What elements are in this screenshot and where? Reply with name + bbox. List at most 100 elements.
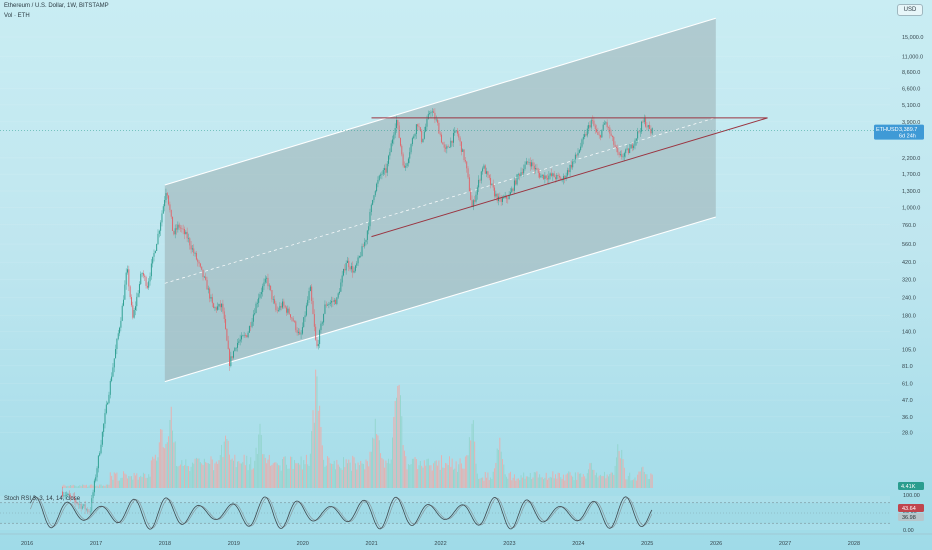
candle-body: [499, 196, 501, 199]
volume-bar: [586, 473, 588, 488]
volume-bar: [561, 478, 563, 488]
volume-bar: [535, 472, 537, 488]
candle-body: [553, 173, 555, 178]
time-axis[interactable]: 2016 2017 2018 2019 2020 2021 2022 2023 2024 2025…: [0, 533, 932, 547]
volume-bar: [639, 471, 641, 488]
candle-body: [63, 495, 65, 497]
candle-body: [494, 187, 496, 197]
volume-bar: [64, 485, 66, 488]
volume-bar: [283, 456, 285, 488]
candle-body: [235, 347, 237, 349]
candle-body: [276, 310, 278, 311]
candle-body: [536, 168, 538, 170]
candle-body: [373, 195, 375, 200]
candle-body: [414, 133, 416, 137]
candle-body: [366, 230, 368, 240]
candle-body: [637, 131, 639, 139]
candle-body: [309, 286, 311, 292]
candle-body: [341, 275, 343, 283]
volume-bar: [309, 453, 311, 488]
volume-bar: [478, 478, 480, 488]
candle-body: [573, 159, 575, 162]
candle-body: [376, 183, 378, 192]
candle-body: [299, 331, 301, 335]
volume-bar: [401, 416, 403, 488]
candle-body: [631, 144, 633, 149]
candle-body: [431, 111, 433, 113]
volume-bar: [621, 449, 623, 488]
volume-bar: [613, 474, 615, 488]
candle-body: [166, 193, 168, 196]
candle-body: [349, 267, 351, 270]
volume-bar: [441, 455, 443, 488]
candle-body: [623, 153, 625, 157]
candle-body: [356, 263, 358, 266]
candle-body: [144, 275, 146, 278]
parallel-channel[interactable]: [164, 17, 716, 383]
candle-body: [358, 256, 360, 258]
candle-body: [80, 504, 82, 509]
candle-body: [381, 174, 383, 175]
candle-body: [484, 165, 486, 174]
candle-body: [161, 213, 163, 223]
candle-body: [119, 327, 121, 334]
candle-body: [515, 180, 517, 185]
volume-bar: [142, 472, 144, 488]
candle-body: [362, 246, 364, 247]
volume-bar: [71, 485, 73, 488]
candle-body: [296, 330, 298, 333]
stoch-k-line: [30, 496, 653, 530]
candle-body: [577, 152, 579, 156]
channel-fill[interactable]: [164, 18, 716, 382]
candle-body: [441, 134, 443, 143]
candle-body: [437, 119, 439, 123]
volume-bar: [157, 457, 159, 488]
volume-bar: [350, 470, 352, 488]
channel-upper-line[interactable]: [164, 17, 716, 186]
volume-bar: [520, 475, 522, 488]
candle-body: [101, 431, 103, 445]
candle-body: [85, 508, 87, 510]
candle-body: [586, 128, 588, 136]
volume-bar: [378, 440, 380, 488]
channel-lower-line[interactable]: [164, 216, 716, 383]
candle-body: [508, 194, 510, 200]
candle-body: [409, 152, 411, 159]
candle-body: [201, 266, 203, 270]
candle-body: [218, 303, 220, 307]
volume-bar: [74, 485, 75, 488]
volume-bar: [315, 369, 317, 488]
volume-bar: [419, 461, 421, 488]
volume-bar: [96, 485, 98, 488]
stoch-d-badge: 36.98: [902, 515, 916, 521]
currency-button[interactable]: USD: [897, 4, 923, 16]
stoch-axis-0: 0.00: [903, 528, 914, 534]
candle-body: [81, 506, 83, 509]
volume-bar: [392, 437, 393, 488]
candle-body: [136, 296, 138, 307]
triangle-support-line[interactable]: [371, 117, 768, 238]
candle-body: [500, 198, 502, 202]
volume-bar: [569, 472, 571, 488]
stoch-rsi-pane[interactable]: [0, 496, 890, 530]
candle-body: [433, 111, 435, 113]
volume-bar: [161, 429, 163, 488]
candle-body: [286, 307, 287, 313]
volume-bar: [75, 485, 77, 488]
candle-body: [578, 150, 580, 153]
volume-bar: [193, 463, 195, 488]
candle-body: [646, 126, 648, 128]
candle-body: [346, 260, 348, 263]
candle-body: [137, 293, 139, 297]
volume-bar: [608, 476, 609, 488]
candle-body: [350, 265, 352, 270]
price-axis[interactable]: 15,000.0 11,000.0 8,600.0 6,600.0 5,100.0 3,9…: [902, 35, 923, 437]
volume-bar: [592, 469, 594, 488]
candle-body: [190, 245, 192, 250]
triangle-pattern[interactable]: [371, 117, 768, 238]
candle-body: [316, 339, 318, 347]
candle-body: [584, 134, 586, 138]
candle-body: [419, 127, 421, 131]
volume-bar: [230, 459, 232, 488]
